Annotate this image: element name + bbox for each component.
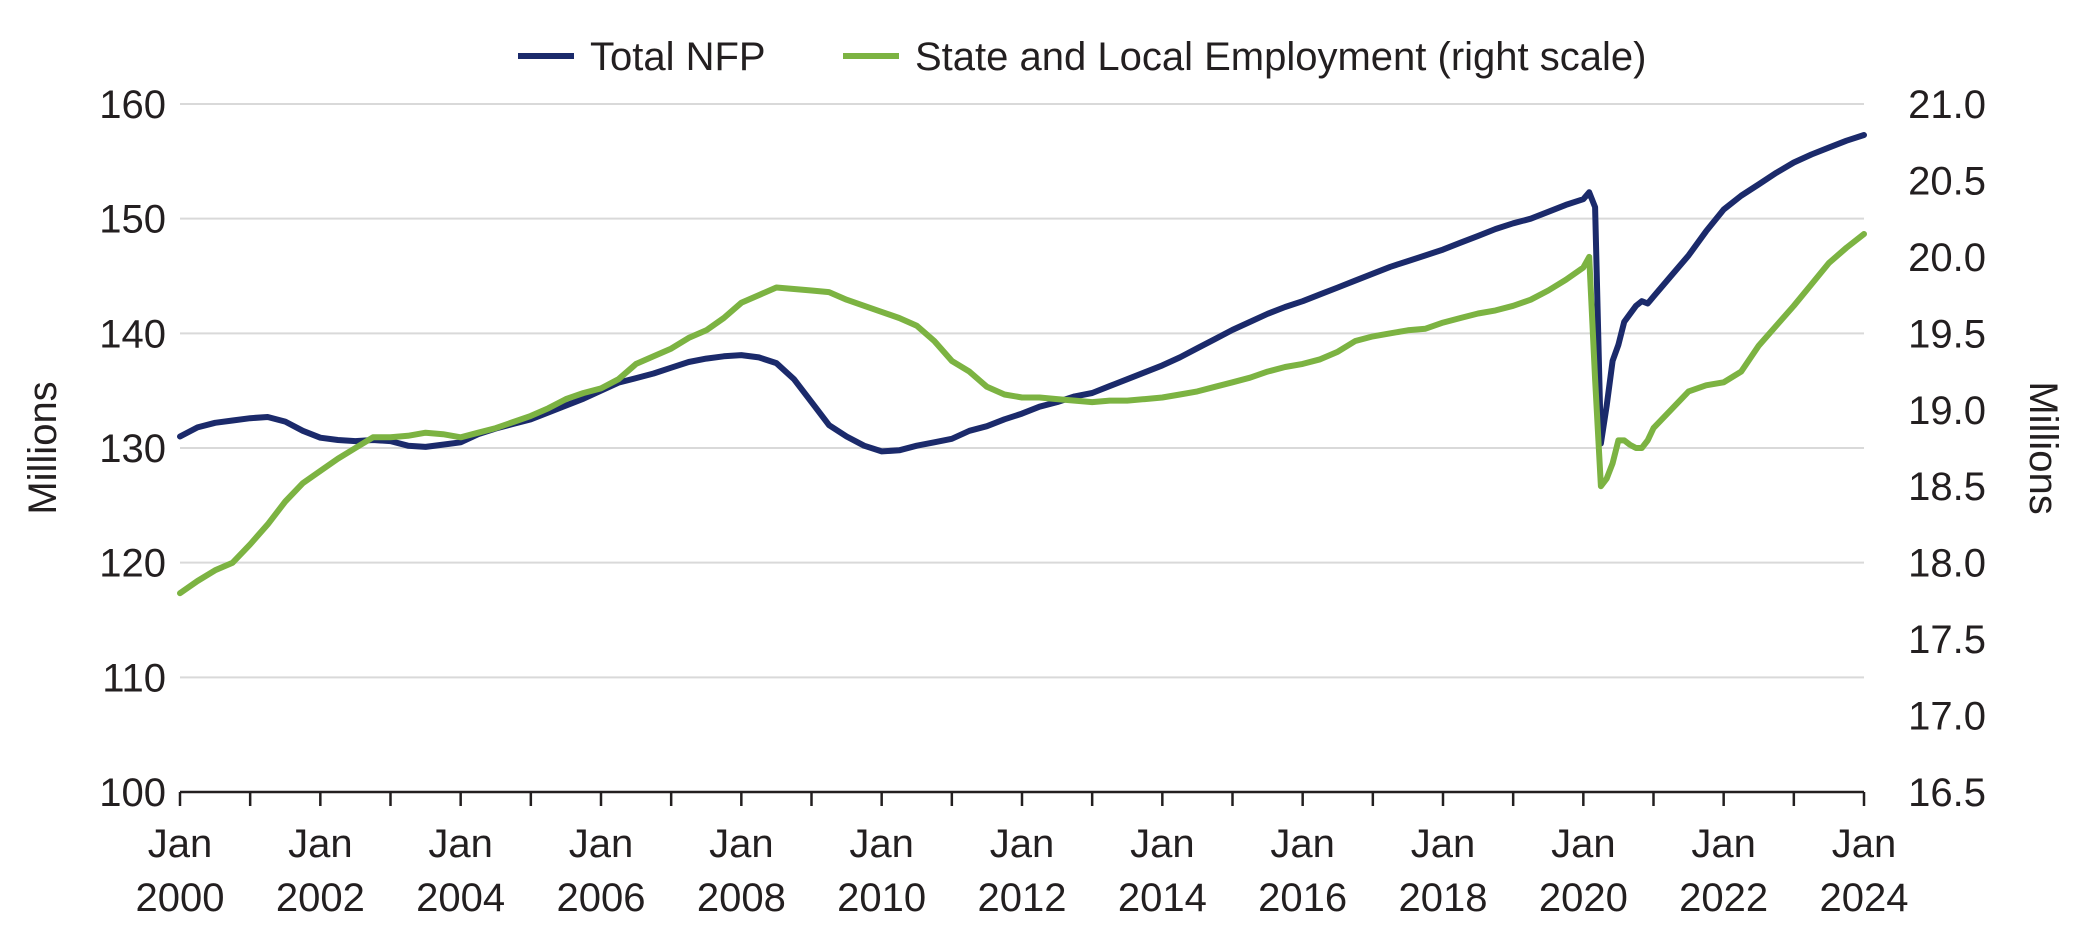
series-line-total-nfp: [177, 132, 1867, 455]
x-tick-year-label: 2002: [276, 876, 365, 920]
left-tick-label: 120: [99, 542, 166, 586]
legend-item-total-nfp-label: Total NFP: [590, 35, 766, 79]
right-tick-label: 20.5: [1908, 159, 1986, 203]
right-tick-label: 18.0: [1908, 542, 1986, 586]
x-tick-month-label: Jan: [1551, 822, 1616, 866]
legend: Total NFP State and Local Employment (rig…: [518, 35, 1646, 79]
right-tick-label: 17.0: [1908, 695, 1986, 739]
right-tick-label: 20.0: [1908, 236, 1986, 280]
right-tick-label: 17.5: [1908, 618, 1986, 662]
left-tick-label: 150: [99, 198, 166, 242]
x-tick-month-label: Jan: [428, 822, 493, 866]
x-tick-month-label: Jan: [990, 822, 1055, 866]
right-tick-label: 19.0: [1908, 389, 1986, 433]
right-tick-label: 19.5: [1908, 312, 1986, 356]
x-tick-year-label: 2018: [1399, 876, 1488, 920]
x-tick-year-label: 2020: [1539, 876, 1628, 920]
x-tick-month-label: Jan: [709, 822, 774, 866]
series-lines: [177, 132, 1867, 597]
left-tick-label: 160: [99, 83, 166, 127]
left-tick-label: 140: [99, 312, 166, 356]
x-tick-month-label: Jan: [1691, 822, 1756, 866]
x-tick-year-label: 2016: [1258, 876, 1347, 920]
x-tick-month-label: Jan: [1130, 822, 1195, 866]
x-tick-month-label: Jan: [1411, 822, 1476, 866]
left-tick-label: 110: [102, 656, 166, 700]
x-tick-year-label: 2006: [557, 876, 646, 920]
x-tick-month-label: Jan: [148, 822, 213, 866]
legend-item-state-local-label: State and Local Employment (right scale): [915, 35, 1646, 79]
x-tick-year-label: 2000: [136, 876, 225, 920]
axes: 100 110 120 130 140 150 160 16.5 17.0 17.5 18.0 18.…: [99, 83, 1986, 920]
x-tick-year-label: 2014: [1118, 876, 1207, 920]
right-axis-title: Millions: [2021, 381, 2065, 514]
x-tick-month-label: Jan: [569, 822, 634, 866]
x-tick-month-label: Jan: [1832, 822, 1897, 866]
x-tick-year-label: 2012: [978, 876, 1067, 920]
right-tick-label: 18.5: [1908, 465, 1986, 509]
x-tick-month-label: Jan: [849, 822, 914, 866]
gridlines: [180, 103, 1864, 679]
x-tick-month-label: Jan: [288, 822, 353, 866]
left-tick-label: 130: [99, 427, 166, 471]
right-tick-label: 16.5: [1908, 771, 1986, 815]
x-tick-year-label: 2024: [1820, 876, 1909, 920]
left-tick-label: 100: [99, 771, 166, 815]
x-tick-year-label: 2010: [837, 876, 926, 920]
x-tick-year-label: 2022: [1679, 876, 1768, 920]
x-tick-year-label: 2008: [697, 876, 786, 920]
series-line-state-local: [177, 231, 1867, 597]
x-tick-month-label: Jan: [1270, 822, 1335, 866]
x-tick-year-label: 2004: [416, 876, 505, 920]
right-tick-label: 21.0: [1908, 83, 1986, 127]
left-axis-title: Millions: [21, 381, 65, 514]
